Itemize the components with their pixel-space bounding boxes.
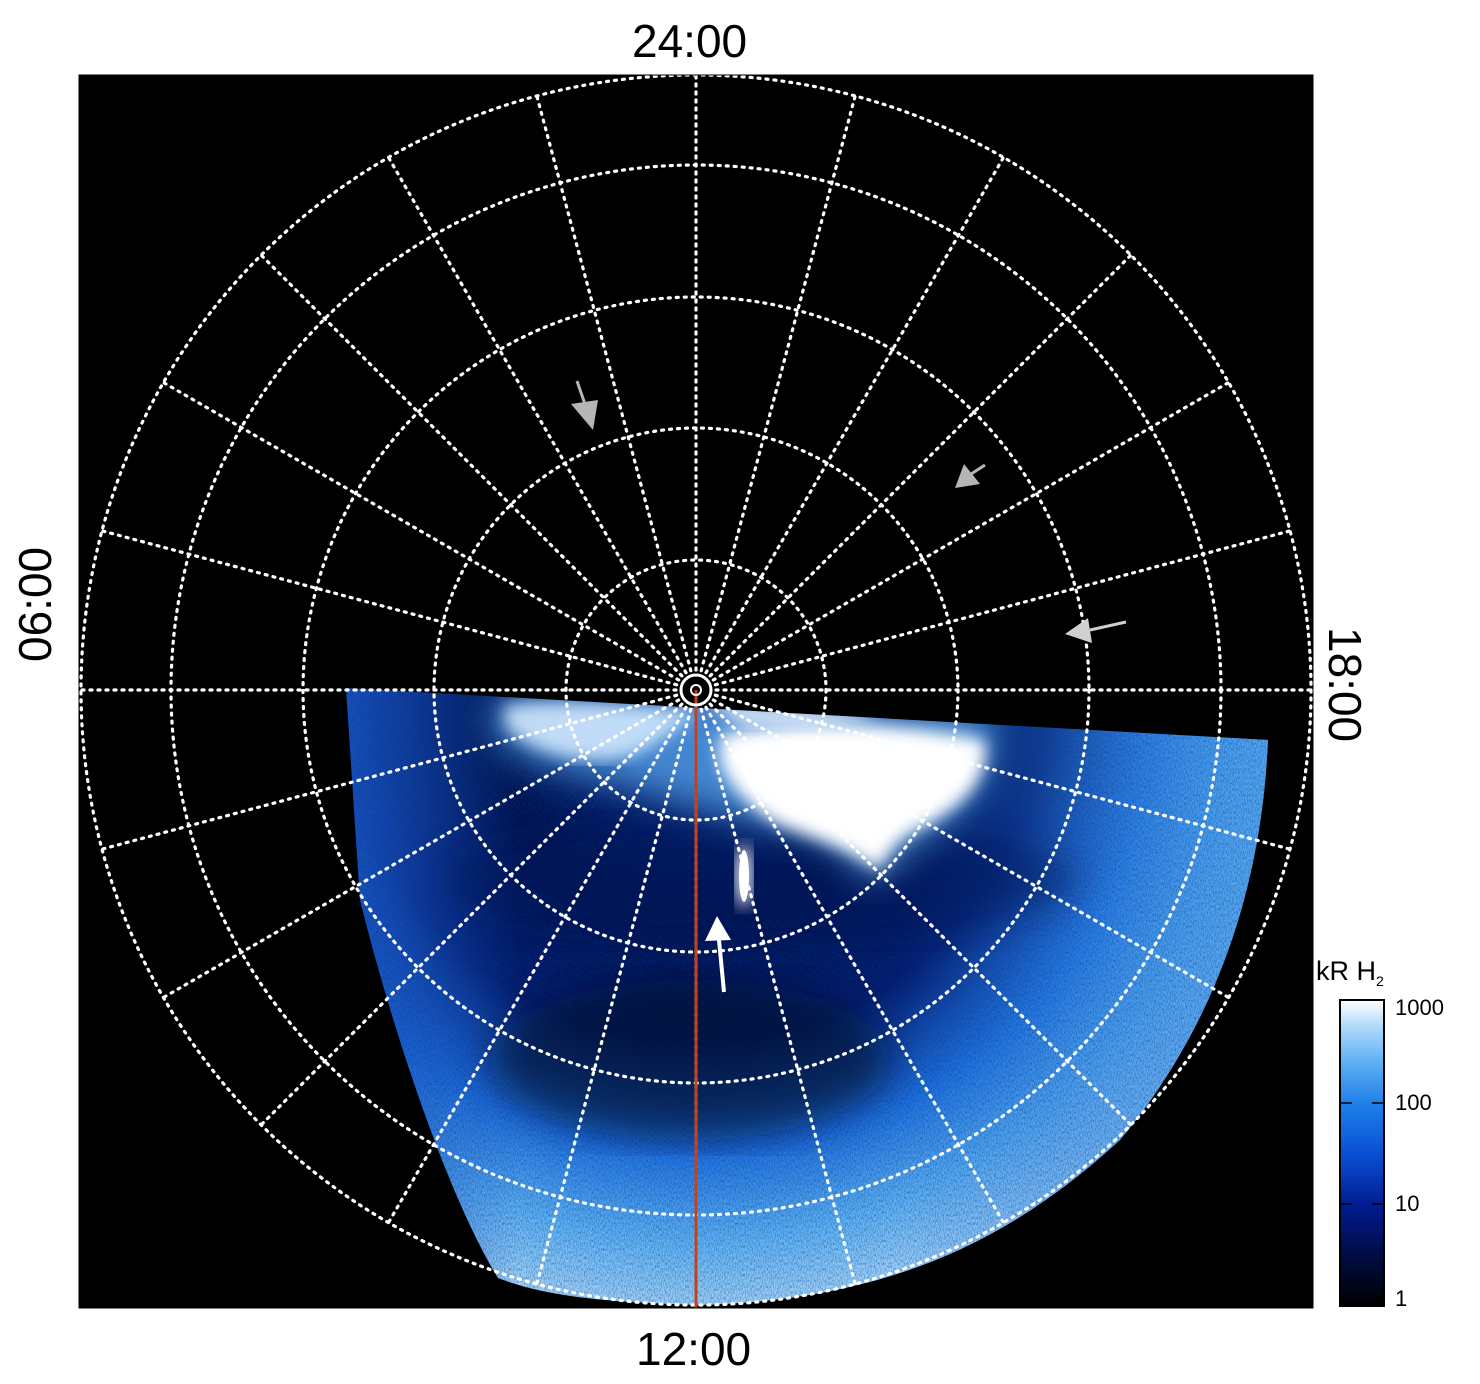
colorbar bbox=[1339, 999, 1385, 1307]
colorbar-ticks bbox=[1340, 1102, 1384, 1205]
local-time-label-noon: 12:00 bbox=[636, 1323, 752, 1375]
meridian-line bbox=[711, 698, 1231, 1000]
local-time-label-dusk: 18:00 bbox=[1319, 627, 1371, 743]
meridian-line bbox=[699, 707, 857, 1286]
meridian-line bbox=[699, 94, 857, 673]
arrow-annotation-lower bbox=[705, 916, 731, 993]
arrow-annotation-upper bbox=[571, 380, 598, 430]
meridian-line bbox=[713, 693, 1292, 851]
meridian-line bbox=[535, 94, 693, 673]
arrow-annotation-right bbox=[1065, 618, 1127, 643]
colorbar-tick-label: 1000 bbox=[1395, 995, 1444, 1020]
meridian-line bbox=[161, 380, 681, 682]
meridian-line bbox=[708, 702, 1133, 1127]
meridian-line bbox=[708, 253, 1133, 678]
meridian-line bbox=[713, 529, 1292, 687]
meridian-line bbox=[100, 693, 679, 851]
meridian-line bbox=[704, 155, 1006, 675]
colorbar-tick-label: 100 bbox=[1395, 1090, 1432, 1115]
colorbar-title: kR H2 bbox=[1316, 956, 1384, 989]
meridian-line bbox=[100, 529, 679, 687]
colorbar-title-text: kR H bbox=[1316, 956, 1376, 986]
meridian-line bbox=[161, 698, 681, 1000]
meridian-line bbox=[711, 380, 1231, 682]
plot-frame bbox=[78, 74, 1314, 1309]
colorbar-tick-label: 1 bbox=[1395, 1286, 1408, 1311]
local-time-label-dawn: 06:00 bbox=[9, 546, 61, 662]
colorbar-title-subscript: 2 bbox=[1376, 973, 1384, 989]
meridian-line bbox=[535, 707, 693, 1286]
local-time-label-midnight: 24:00 bbox=[632, 15, 748, 67]
meridian-line bbox=[704, 705, 1006, 1225]
arrow-annotation-middle bbox=[955, 463, 986, 488]
meridian-line bbox=[386, 155, 688, 675]
colorbar-gradient bbox=[1339, 999, 1385, 1307]
pole-marker bbox=[679, 673, 713, 707]
colorbar-tick-label: 10 bbox=[1395, 1191, 1420, 1216]
meridian-line bbox=[386, 705, 688, 1225]
latitude-circle bbox=[564, 558, 828, 822]
meridian-line bbox=[259, 702, 684, 1127]
meridian-line bbox=[259, 253, 684, 678]
